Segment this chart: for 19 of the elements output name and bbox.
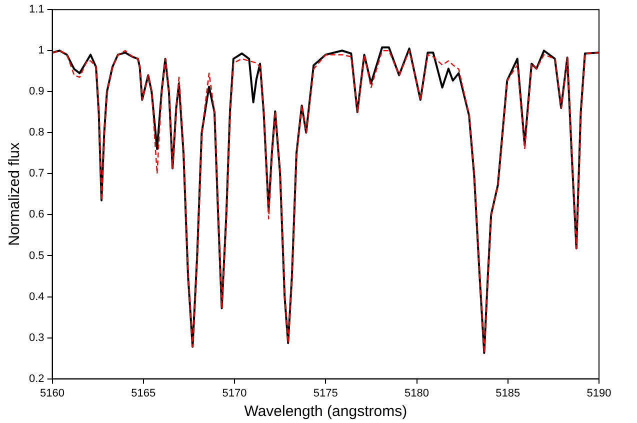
x-tick-label: 5185 xyxy=(496,387,520,400)
y-tick-label: 0.9 xyxy=(28,86,44,98)
x-tick-label: 5175 xyxy=(313,387,338,400)
x-tick-label: 5165 xyxy=(131,387,156,400)
y-tick-label: 0.8 xyxy=(28,126,44,139)
y-tick-label: 0.7 xyxy=(28,168,44,180)
y-tick-label: 0.6 xyxy=(28,208,44,221)
x-tick-label: 5190 xyxy=(586,387,612,400)
x-tick-label: 5160 xyxy=(40,387,65,400)
x-axis-title: Wavelength (angstroms) xyxy=(244,403,408,420)
x-tick-label: 5180 xyxy=(404,387,430,400)
x-tick-label: 5170 xyxy=(222,387,247,400)
y-tick-label: 0.5 xyxy=(28,250,44,262)
y-tick-label: 0.2 xyxy=(28,372,44,385)
y-tick-label: 1 xyxy=(38,44,44,57)
y-tick-label: 0.3 xyxy=(28,332,44,344)
y-tick-label: 0.4 xyxy=(28,290,44,303)
y-tick-label: 1.1 xyxy=(28,4,44,16)
y-axis-title: Normalized flux xyxy=(6,142,24,246)
